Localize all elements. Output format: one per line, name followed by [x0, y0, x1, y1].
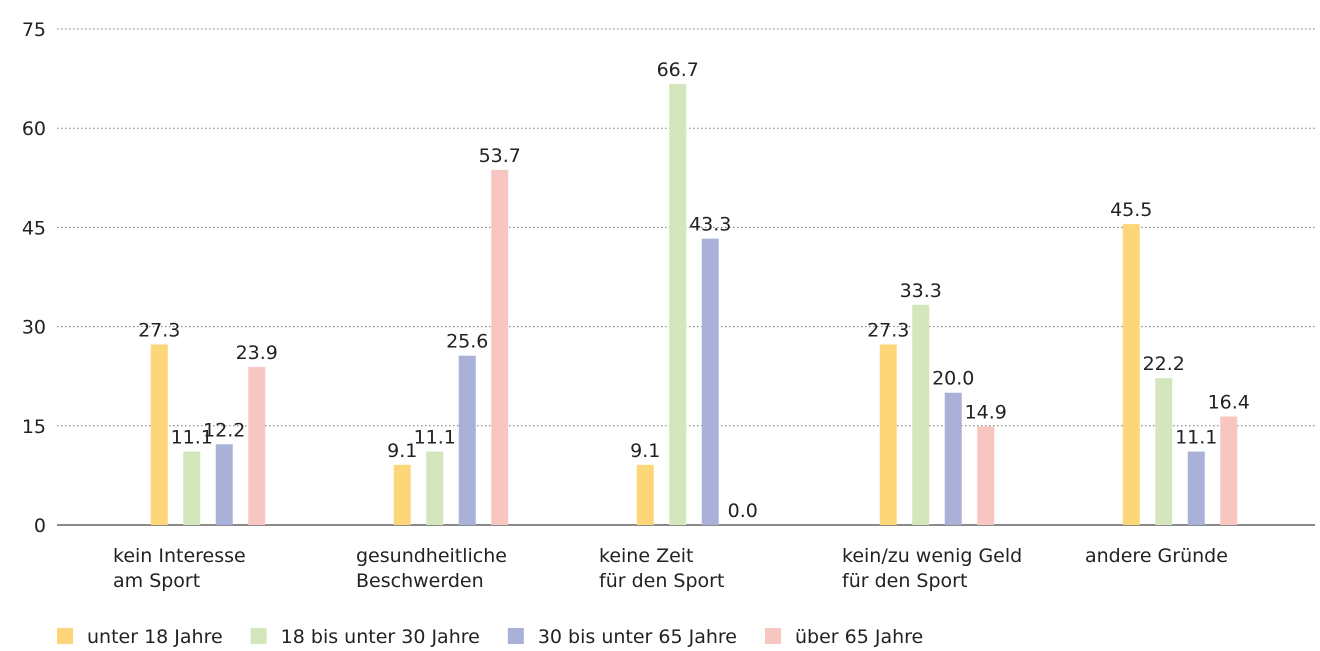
legend-swatch	[250, 628, 267, 644]
x-tick-label: kein Interesse am Sport	[113, 545, 246, 592]
data-label: 0.0	[728, 500, 758, 522]
bar	[1187, 451, 1205, 525]
bar	[944, 392, 962, 525]
bar	[669, 83, 687, 526]
data-label: 20.0	[932, 368, 974, 390]
data-label: 45.5	[1110, 199, 1152, 221]
x-tick-label: kein/zu wenig Geld für den Sport	[842, 545, 1022, 592]
data-label: 11.1	[171, 427, 213, 449]
x-tick-label: keine Zeit für den Sport	[599, 545, 724, 592]
bar	[977, 426, 995, 525]
bar	[491, 169, 509, 525]
x-tick-label: gesundheitliche Beschwerden	[356, 545, 507, 592]
data-label: 43.3	[689, 214, 731, 236]
bar	[1122, 224, 1140, 526]
y-tick-label: 15	[22, 416, 46, 438]
bar	[183, 451, 201, 525]
x-tick-label-line: am Sport	[113, 570, 200, 592]
legend-label: über 65 Jahre	[795, 626, 923, 648]
x-tick-label-line: kein/zu wenig Geld	[842, 545, 1022, 567]
data-label: 33.3	[900, 280, 942, 302]
x-tick-label-line: kein Interesse	[113, 545, 246, 567]
x-tick-label: andere Gründe	[1085, 545, 1228, 567]
x-tick-label-line: für den Sport	[599, 570, 724, 592]
data-label: 27.3	[138, 319, 180, 341]
y-tick-label: 0	[34, 515, 46, 537]
x-tick-label-line: gesundheitliche	[356, 545, 507, 567]
legend-label: 30 bis unter 65 Jahre	[538, 626, 737, 648]
data-label: 66.7	[657, 59, 699, 81]
data-label: 11.1	[414, 427, 456, 449]
data-label: 9.1	[387, 440, 417, 462]
y-tick-label: 75	[22, 19, 46, 41]
bar	[426, 451, 444, 525]
bar	[879, 344, 897, 525]
legend-swatch	[507, 628, 524, 644]
data-label: 53.7	[479, 145, 521, 167]
bar	[1220, 416, 1238, 525]
bar	[150, 344, 168, 525]
data-label: 27.3	[867, 319, 909, 341]
data-label: 16.4	[1208, 392, 1250, 414]
legend-label: unter 18 Jahre	[87, 626, 223, 648]
x-tick-label-line: keine Zeit	[599, 545, 694, 567]
legend-label: 18 bis unter 30 Jahre	[281, 626, 480, 648]
data-label: 14.9	[965, 401, 1007, 423]
data-label: 23.9	[236, 342, 278, 364]
bar	[393, 464, 411, 525]
y-tick-label: 60	[22, 118, 46, 140]
bar	[912, 304, 930, 525]
x-tick-label-line: für den Sport	[842, 570, 967, 592]
data-label: 9.1	[630, 440, 660, 462]
bar	[636, 464, 654, 525]
data-label: 25.6	[446, 331, 488, 353]
bar	[458, 355, 476, 525]
x-tick-label-line: andere Gründe	[1085, 545, 1228, 567]
data-label: 12.2	[203, 419, 245, 441]
x-tick-label-line: Beschwerden	[356, 570, 484, 592]
data-label: 22.2	[1143, 353, 1185, 375]
legend-swatch	[765, 628, 782, 644]
y-tick-label: 45	[22, 217, 46, 239]
bar	[1155, 378, 1173, 525]
bar	[701, 238, 719, 525]
bar	[215, 444, 233, 525]
y-tick-label: 30	[22, 317, 46, 339]
bar	[248, 366, 266, 525]
data-label: 11.1	[1175, 427, 1217, 449]
legend-swatch	[57, 628, 73, 644]
